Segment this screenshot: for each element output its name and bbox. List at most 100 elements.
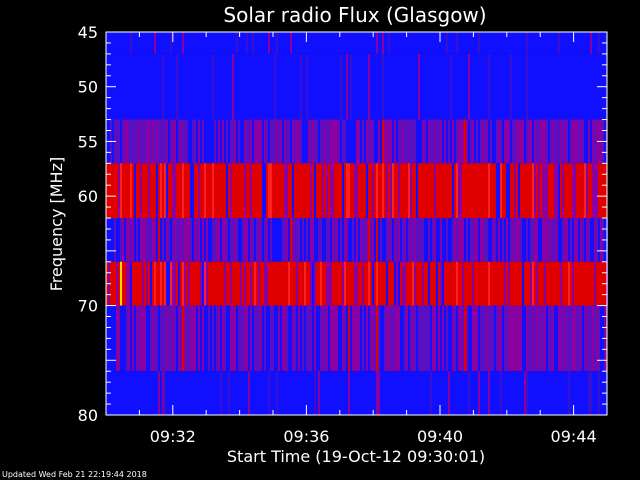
spectrum-cell bbox=[512, 119, 514, 164]
spectrum-cell bbox=[326, 261, 328, 306]
spectrum-cell bbox=[340, 305, 342, 372]
plot-frame bbox=[105, 31, 608, 416]
spectrum-cell bbox=[276, 305, 278, 372]
spectrum-cell bbox=[414, 305, 416, 372]
spectrum-cell bbox=[594, 119, 596, 164]
spectrum-cell bbox=[384, 218, 386, 262]
spectrum-cell bbox=[378, 218, 380, 262]
spectrum-cell bbox=[396, 261, 398, 306]
spectrum-cell bbox=[456, 32, 458, 54]
spectrum-cell bbox=[424, 119, 426, 164]
spectrum-cell bbox=[170, 32, 172, 54]
spectrum-cell bbox=[230, 218, 232, 262]
spectrum-cell bbox=[276, 32, 278, 54]
spectrum-cell bbox=[598, 218, 600, 262]
spectrum-cell bbox=[348, 218, 350, 262]
spectrum-cell bbox=[396, 218, 398, 262]
spectrum-cell bbox=[242, 119, 244, 164]
spectrum-cell bbox=[456, 119, 458, 164]
spectrum-cell bbox=[212, 163, 214, 219]
spectrum-cell bbox=[554, 305, 556, 372]
spectrum-cell bbox=[212, 305, 214, 372]
spectrum-cell bbox=[338, 218, 340, 262]
spectrum-cell bbox=[116, 261, 118, 306]
spectrum-cell bbox=[320, 119, 322, 164]
spectrum-cell bbox=[228, 218, 230, 262]
spectrum-cell bbox=[318, 371, 320, 415]
spectrum-cell bbox=[338, 119, 340, 164]
spectrum-cell bbox=[260, 218, 262, 262]
spectrum-cell bbox=[548, 119, 550, 164]
spectrum-cell bbox=[164, 371, 166, 415]
spectrum-cell bbox=[400, 305, 402, 372]
spectrum-cell bbox=[320, 261, 322, 306]
spectrum-cell bbox=[454, 119, 456, 164]
spectrum-cell bbox=[368, 218, 370, 262]
spectrum-cell bbox=[224, 119, 226, 164]
spectrum-cell bbox=[252, 119, 254, 164]
spectrum-cell bbox=[314, 119, 316, 164]
spectrum-cell bbox=[448, 371, 450, 415]
spectrum-cell bbox=[252, 32, 254, 54]
spectrum-cell bbox=[358, 218, 360, 262]
spectrum-cell bbox=[374, 218, 376, 262]
spectrum-cell bbox=[338, 305, 340, 372]
spectrum-cell bbox=[478, 305, 480, 372]
spectrum-cell bbox=[174, 305, 176, 372]
spectrum-cell bbox=[552, 218, 554, 262]
spectrum-cell bbox=[300, 218, 302, 262]
x-tick-label: 09:36 bbox=[283, 427, 329, 446]
spectrum-cell bbox=[588, 305, 590, 372]
spectrum-cell bbox=[436, 119, 438, 164]
spectrum-cell bbox=[236, 119, 238, 164]
spectrum-cell bbox=[570, 218, 572, 262]
spectrum-cell bbox=[156, 305, 158, 372]
spectrum-cell bbox=[330, 218, 332, 262]
spectrum-cell bbox=[496, 305, 498, 372]
spectrum-cell bbox=[314, 163, 316, 219]
spectrum-cell bbox=[424, 218, 426, 262]
spectrum-cell bbox=[510, 53, 512, 120]
spectrum-cell bbox=[558, 32, 560, 54]
spectrum-cell bbox=[382, 53, 384, 120]
spectrum-cell bbox=[316, 119, 318, 164]
y-tick-label: 50 bbox=[78, 78, 98, 97]
spectrum-cell bbox=[472, 218, 474, 262]
spectrum-cell bbox=[282, 119, 284, 164]
spectrum-cell bbox=[288, 218, 290, 262]
spectrum-cell bbox=[160, 119, 162, 164]
spectrum-cell bbox=[254, 261, 256, 306]
spectrum-cell bbox=[380, 119, 382, 164]
spectrum-cell bbox=[270, 119, 272, 164]
spectrum-cell bbox=[428, 261, 430, 306]
spectrum-cell bbox=[258, 261, 260, 306]
spectrum-cell bbox=[534, 163, 536, 219]
spectrum-cell bbox=[368, 305, 370, 372]
spectrum-cell bbox=[560, 218, 562, 262]
spectrum-cell bbox=[410, 163, 412, 219]
spectrum-cell bbox=[540, 218, 542, 262]
spectrum-cell bbox=[126, 305, 128, 372]
spectrum-cell bbox=[156, 163, 158, 219]
spectrum-cell bbox=[198, 163, 200, 219]
spectrum-cell bbox=[584, 305, 586, 372]
spectrum-cell bbox=[346, 163, 348, 219]
spectrum-cell bbox=[572, 218, 574, 262]
spectrum-cell bbox=[546, 163, 548, 219]
spectrum-cell bbox=[154, 119, 156, 164]
update-timestamp: Updated Wed Feb 21 22:19:44 2018 bbox=[2, 470, 147, 479]
spectrum-cell bbox=[372, 163, 374, 219]
spectrum-cell bbox=[398, 119, 400, 164]
spectrum-cell bbox=[346, 53, 348, 120]
spectrum-cell bbox=[250, 261, 252, 306]
spectrum-cell bbox=[268, 371, 270, 415]
spectrum-cell bbox=[324, 305, 326, 372]
band-background bbox=[106, 371, 607, 415]
spectrum-cell bbox=[262, 119, 264, 164]
spectrum-cell bbox=[484, 218, 486, 262]
spectrum-cell bbox=[342, 261, 344, 306]
spectrum-cell bbox=[326, 119, 328, 164]
spectrum-cell bbox=[372, 119, 374, 164]
spectrum-cell bbox=[252, 218, 254, 262]
spectrum-cell bbox=[240, 218, 242, 262]
